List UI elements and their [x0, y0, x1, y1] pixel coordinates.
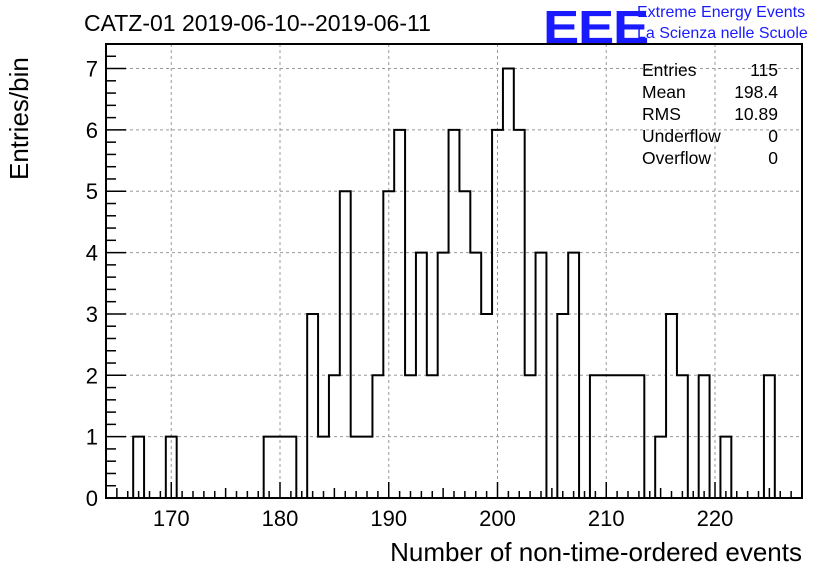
logo-line-2: La Scienza nelle Scuole	[637, 25, 808, 42]
histogram-bin	[612, 375, 623, 498]
histogram-bin	[329, 375, 340, 498]
logo-caption: Extreme Energy Events La Scienza nelle S…	[637, 2, 808, 44]
histogram-bin	[438, 253, 449, 498]
histogram-bin	[601, 375, 612, 498]
histogram-bin	[470, 253, 481, 498]
histogram-bin	[285, 437, 296, 498]
histogram-bin	[503, 69, 514, 498]
axis-ticks	[105, 43, 803, 499]
stats-row: Entries 115	[642, 59, 778, 81]
stats-value: 198.4	[734, 82, 778, 102]
chart-title: CATZ-01 2019-06-10--2019-06-11	[84, 10, 431, 36]
histogram-bin	[383, 191, 394, 498]
stats-label: Mean	[642, 82, 686, 102]
histogram-bin	[720, 437, 731, 498]
grid-lines	[106, 44, 802, 498]
histogram-bin	[666, 314, 677, 498]
histogram-bin	[536, 253, 547, 498]
histogram-bin	[340, 191, 351, 498]
axis-tick-labels: 170 180 190 200 210 220 0 1 2 3 4 5 6 7	[86, 57, 734, 531]
y-axis-label: Entries/bin	[4, 57, 34, 180]
stats-row: Underflow 0	[642, 125, 778, 147]
x-axis-label: Number of non-time-ordered events	[390, 537, 802, 567]
histogram-bin	[351, 437, 362, 498]
stats-label: Entries	[642, 60, 697, 80]
stats-value: 0	[768, 126, 778, 146]
stats-row: RMS 10.89	[642, 103, 778, 125]
x-tick-label: 200	[479, 506, 516, 531]
y-tick-label: 7	[86, 57, 98, 82]
y-tick-label: 2	[86, 363, 98, 388]
y-tick-label: 1	[86, 425, 98, 450]
histogram-bin	[525, 375, 536, 498]
histogram-bin	[633, 375, 644, 498]
histogram-bars	[106, 67, 802, 499]
x-tick-label: 190	[370, 506, 407, 531]
histogram-bin	[481, 314, 492, 498]
x-tick-label: 210	[588, 506, 625, 531]
histogram-bin	[623, 375, 634, 498]
histogram-bin	[492, 130, 503, 498]
histogram-bin	[394, 130, 405, 498]
histogram-bin	[677, 375, 688, 498]
y-tick-label: 6	[86, 118, 98, 143]
x-tick-label: 220	[697, 506, 734, 531]
stats-value: 0	[768, 148, 778, 168]
stats-label: Underflow	[642, 126, 721, 146]
histogram-bin	[459, 191, 470, 498]
histogram-bin	[427, 375, 438, 498]
histogram-bin	[590, 375, 601, 498]
histogram-bin	[764, 375, 775, 498]
histogram-bin	[133, 437, 144, 498]
y-tick-label: 3	[86, 302, 98, 327]
histogram-bin	[557, 314, 568, 498]
histogram-bin	[699, 375, 710, 498]
x-tick-label: 170	[153, 506, 190, 531]
stats-row: Overflow 0	[642, 147, 778, 169]
y-tick-label: 4	[86, 241, 98, 266]
histogram-bin	[264, 437, 275, 498]
histogram-bin	[362, 437, 373, 498]
histogram-bin	[307, 314, 318, 498]
stats-label: RMS	[642, 104, 681, 124]
histogram-bin	[449, 130, 460, 498]
histogram-bin	[568, 253, 579, 498]
stats-row: Mean 198.4	[642, 81, 778, 103]
histogram-bin	[318, 437, 329, 498]
logo-line-1: Extreme Energy Events	[637, 4, 806, 21]
stats-value: 115	[750, 60, 778, 80]
histogram-outline	[106, 67, 802, 499]
stats-label: Overflow	[642, 148, 712, 168]
histogram-bin	[416, 253, 427, 498]
histogram-bin	[514, 130, 525, 498]
x-tick-label: 180	[262, 506, 299, 531]
stats-box: Entries 115 Mean 198.4 RMS 10.89 Underflow 0 Ove…	[642, 59, 778, 169]
y-tick-label: 5	[86, 179, 98, 204]
stats-value: 10.89	[734, 104, 778, 124]
histogram-bin	[372, 375, 383, 498]
y-tick-label: 0	[86, 486, 98, 511]
histogram-bin	[405, 375, 416, 498]
